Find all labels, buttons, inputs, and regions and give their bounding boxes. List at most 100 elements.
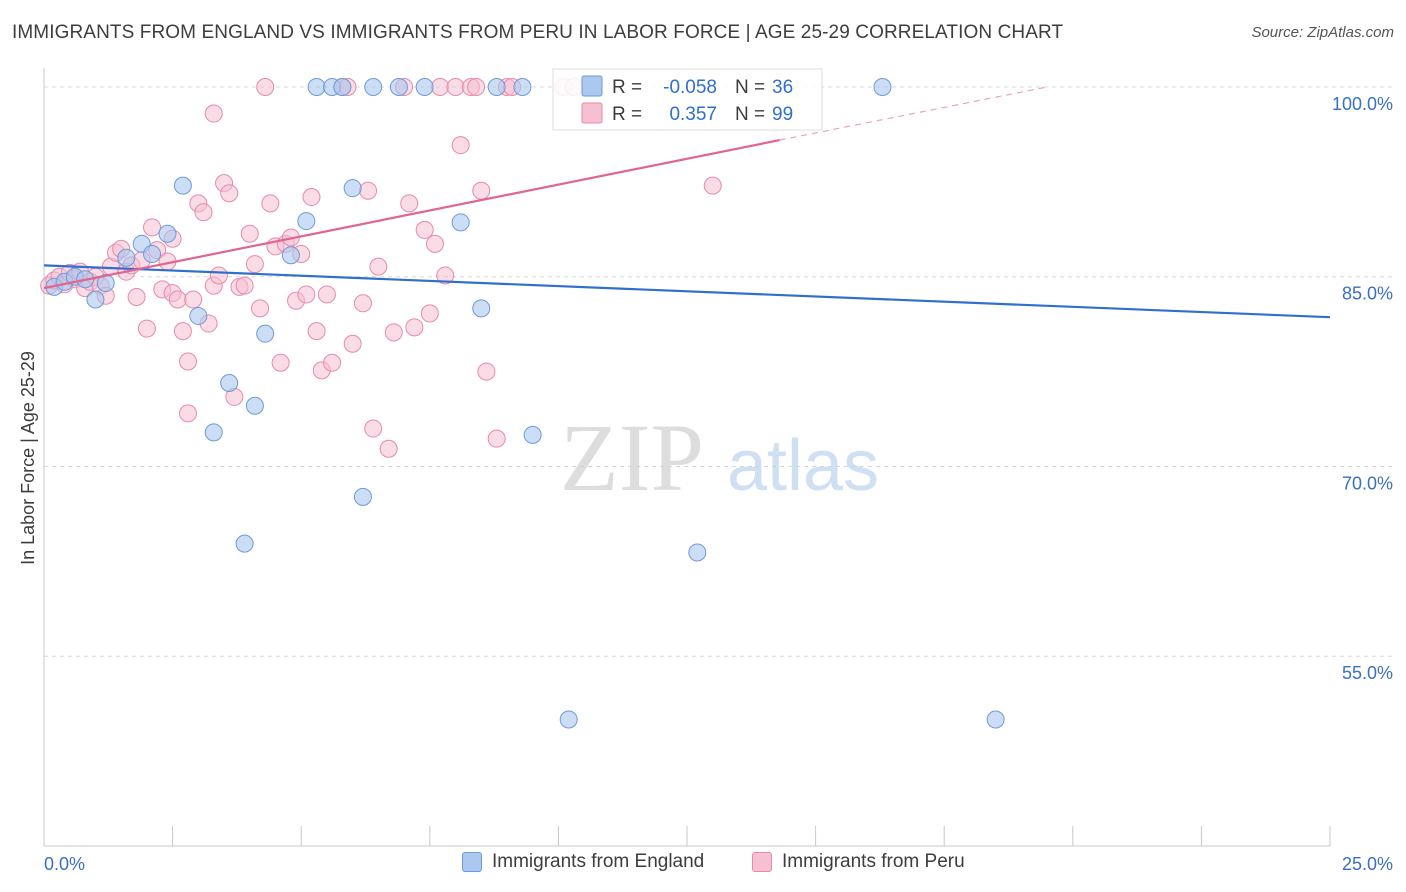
- england-point: [343, 179, 362, 198]
- peru-point: [127, 287, 146, 306]
- axes: [43, 68, 1331, 847]
- england-points: [45, 77, 1005, 729]
- y-tick-label: 85.0%: [1342, 284, 1393, 304]
- peru-point: [251, 299, 270, 318]
- trend-lines: [43, 86, 1331, 319]
- england-point: [204, 423, 223, 442]
- y-tick-label: 70.0%: [1342, 473, 1393, 493]
- legend-swatch-england-bottom: [462, 852, 482, 872]
- england-point: [513, 77, 532, 96]
- peru-point: [137, 319, 156, 338]
- legend-r-value-england: -0.058: [663, 77, 717, 98]
- england-point: [189, 306, 208, 325]
- england-point: [86, 290, 105, 309]
- legend-r-label-peru: R =: [612, 104, 642, 125]
- peru-point: [446, 77, 465, 96]
- england-point: [297, 212, 316, 231]
- england-point: [523, 425, 542, 444]
- peru-point: [302, 188, 321, 207]
- legend-r-label-england: R =: [612, 77, 642, 98]
- peru-point: [184, 290, 203, 309]
- england-point: [117, 248, 136, 267]
- peru-point: [379, 439, 398, 458]
- legend-label-peru: Immigrants from Peru: [782, 851, 965, 872]
- england-point: [688, 543, 707, 562]
- peru-point: [271, 353, 290, 372]
- peru-point: [353, 294, 372, 313]
- peru-point: [384, 323, 403, 342]
- england-point: [143, 244, 162, 263]
- series-legend: Immigrants from England Immigrants from …: [0, 851, 1406, 879]
- england-point: [245, 396, 264, 415]
- peru-point: [369, 257, 388, 276]
- peru-point: [204, 104, 223, 123]
- england-point: [472, 299, 491, 318]
- peru-point: [209, 266, 228, 285]
- peru-point: [703, 176, 722, 195]
- peru-point: [436, 266, 455, 285]
- england-point: [235, 534, 254, 553]
- legend-n-value-england: 36: [772, 77, 793, 98]
- legend-label-england: Immigrants from England: [492, 851, 705, 872]
- stats-legend: R = -0.058 N = 36 R = 0.357 N = 99: [552, 68, 823, 131]
- england-point: [451, 213, 470, 232]
- england-point: [96, 274, 115, 293]
- legend-r-value-peru: 0.357: [669, 104, 717, 125]
- peru-point: [179, 352, 198, 371]
- england-point: [281, 246, 300, 265]
- england-point: [353, 487, 372, 506]
- peru-point: [487, 429, 506, 448]
- legend-item-peru: Immigrants from Peru: [752, 851, 965, 873]
- england-point: [487, 77, 506, 96]
- peru-trend-line: [43, 139, 780, 290]
- peru-point: [477, 362, 496, 381]
- england-point: [307, 77, 326, 96]
- peru-point: [343, 334, 362, 353]
- peru-point: [323, 353, 342, 372]
- peru-point: [451, 136, 470, 155]
- x-tick-label-start: 0.0%: [44, 854, 85, 874]
- watermark-atlas: atlas: [727, 426, 879, 506]
- england-point: [364, 77, 383, 96]
- x-tick-label-end: 25.0%: [1342, 854, 1393, 874]
- england-point: [220, 373, 239, 392]
- peru-point: [415, 220, 434, 239]
- england-point: [256, 324, 275, 343]
- peru-point: [220, 184, 239, 203]
- y-tick-labels: 55.0% 70.0% 85.0% 100.0%: [1332, 94, 1393, 683]
- y-axis-label: In Labor Force | Age 25-29: [18, 351, 38, 565]
- england-point: [158, 224, 177, 243]
- england-point: [389, 77, 408, 96]
- peru-point: [240, 224, 259, 243]
- peru-point: [173, 322, 192, 341]
- peru-point: [261, 194, 280, 213]
- peru-point: [472, 181, 491, 200]
- peru-point: [359, 181, 378, 200]
- peru-point: [467, 77, 486, 96]
- watermark: ZIP atlas: [560, 404, 879, 511]
- peru-point: [420, 304, 439, 323]
- legend-swatch-peru: [581, 102, 603, 124]
- peru-point: [256, 77, 275, 96]
- peru-point: [179, 404, 198, 423]
- x-tick-labels: 0.0% 25.0%: [44, 854, 1393, 874]
- chart-title: IMMIGRANTS FROM ENGLAND VS IMMIGRANTS FR…: [12, 22, 1064, 43]
- peru-point: [143, 218, 162, 237]
- legend-n-label-england: N =: [735, 77, 765, 98]
- england-point: [559, 710, 578, 729]
- chart-source: Source: ZipAtlas.com: [1251, 24, 1394, 41]
- peru-point: [307, 322, 326, 341]
- england-point: [873, 77, 892, 96]
- peru-point: [168, 290, 187, 309]
- england-point: [173, 176, 192, 195]
- england-point: [333, 77, 352, 96]
- grid-lines: [44, 86, 1392, 657]
- legend-swatch-england: [581, 75, 603, 97]
- peru-point: [297, 285, 316, 304]
- y-tick-label: 55.0%: [1342, 663, 1393, 683]
- peru-trend-extension: [779, 86, 1048, 141]
- peru-point: [400, 194, 419, 213]
- peru-point: [364, 419, 383, 438]
- peru-point: [194, 203, 213, 222]
